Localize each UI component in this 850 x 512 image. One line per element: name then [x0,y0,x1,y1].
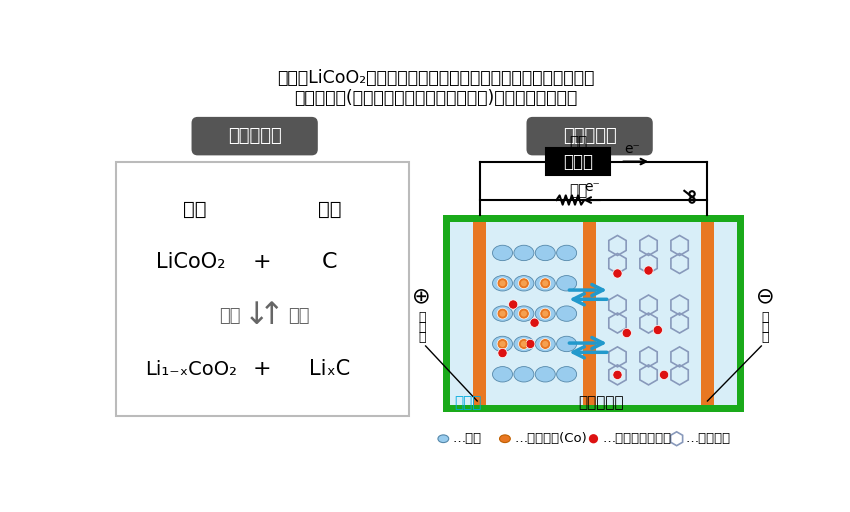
Text: …リチウムイオン: …リチウムイオン [603,432,672,445]
Circle shape [644,266,653,275]
Ellipse shape [492,336,513,352]
Ellipse shape [557,306,576,322]
FancyBboxPatch shape [526,117,653,155]
Ellipse shape [536,245,555,261]
Circle shape [540,338,551,349]
Circle shape [660,370,669,379]
Circle shape [525,339,535,349]
Circle shape [654,326,662,335]
Text: …酸素: …酸素 [452,432,482,445]
Text: 作動原理図: 作動原理図 [563,127,616,145]
Ellipse shape [514,275,534,291]
Circle shape [613,370,622,379]
Circle shape [521,311,527,317]
Text: 正極: 正極 [318,200,342,219]
Circle shape [542,341,548,347]
Ellipse shape [557,336,576,352]
FancyBboxPatch shape [583,222,596,405]
FancyBboxPatch shape [444,216,744,412]
Ellipse shape [557,275,576,291]
Circle shape [497,308,508,319]
Text: C: C [322,251,337,272]
Circle shape [530,318,539,327]
Ellipse shape [536,367,555,382]
Text: 電: 電 [418,321,426,334]
Ellipse shape [536,336,555,352]
Ellipse shape [536,275,555,291]
Text: 正極にLiCoO₂、負極にカーボンを用いた新型二次電池で全世界: 正極にLiCoO₂、負極にカーボンを用いた新型二次電池で全世界 [277,70,594,88]
Text: 体: 体 [418,331,426,344]
Text: 充電: 充電 [569,135,587,150]
Text: 充電: 充電 [219,307,241,325]
Circle shape [497,278,508,289]
Text: ⊕: ⊕ [412,287,431,307]
Text: 電: 電 [762,321,769,334]
Ellipse shape [492,245,513,261]
Text: LiₓC: LiₓC [309,359,350,379]
Ellipse shape [492,275,513,291]
Ellipse shape [492,367,513,382]
Ellipse shape [514,245,534,261]
Circle shape [622,328,632,338]
Text: …炭素の層: …炭素の層 [686,432,731,445]
Circle shape [521,341,527,347]
Text: 放電: 放電 [569,183,587,198]
Circle shape [540,308,551,319]
Text: e⁻: e⁻ [624,142,640,156]
Text: …金属原子(Co): …金属原子(Co) [514,432,586,445]
Text: 体: 体 [762,331,769,344]
Circle shape [497,338,508,349]
Text: 充電器: 充電器 [563,153,593,170]
Text: 正極: 正極 [184,200,207,219]
Circle shape [540,278,551,289]
Ellipse shape [492,306,513,322]
Ellipse shape [514,367,534,382]
Text: 電解液: 電解液 [454,395,481,410]
Ellipse shape [514,336,534,352]
FancyBboxPatch shape [191,117,318,155]
Circle shape [521,280,527,286]
FancyBboxPatch shape [116,162,409,416]
Circle shape [518,338,530,349]
Circle shape [518,278,530,289]
Text: セパレータ: セパレータ [578,395,624,410]
Text: ↑: ↑ [259,301,285,330]
Circle shape [498,349,507,358]
Circle shape [500,311,506,317]
FancyBboxPatch shape [473,222,485,405]
FancyBboxPatch shape [450,222,737,405]
Circle shape [500,341,506,347]
Text: ↓: ↓ [243,301,269,330]
Ellipse shape [500,435,510,442]
FancyBboxPatch shape [546,148,610,175]
Ellipse shape [514,306,534,322]
Text: LiCoO₂: LiCoO₂ [156,251,226,272]
Text: 放電: 放電 [289,307,310,325]
Circle shape [613,269,622,278]
Text: Li₁₋ₓCoO₂: Li₁₋ₓCoO₂ [145,360,237,379]
Circle shape [542,311,548,317]
Text: のＩＴ機器(携帯電話、ノートパソコン等)に搭載されている: のＩＴ機器(携帯電話、ノートパソコン等)に搭載されている [294,90,577,108]
Text: +: + [253,251,272,272]
Text: e⁻: e⁻ [584,180,599,194]
Ellipse shape [536,306,555,322]
Text: 電池反応式: 電池反応式 [228,127,281,145]
Circle shape [508,300,518,309]
Text: ⊖: ⊖ [756,287,774,307]
Text: 集: 集 [418,311,426,324]
Circle shape [518,308,530,319]
Text: +: + [253,359,272,379]
Circle shape [542,280,548,286]
FancyBboxPatch shape [701,222,714,405]
Circle shape [500,280,506,286]
Circle shape [589,434,598,443]
Text: 集: 集 [762,311,769,324]
Ellipse shape [438,435,449,442]
Ellipse shape [557,367,576,382]
Ellipse shape [557,245,576,261]
